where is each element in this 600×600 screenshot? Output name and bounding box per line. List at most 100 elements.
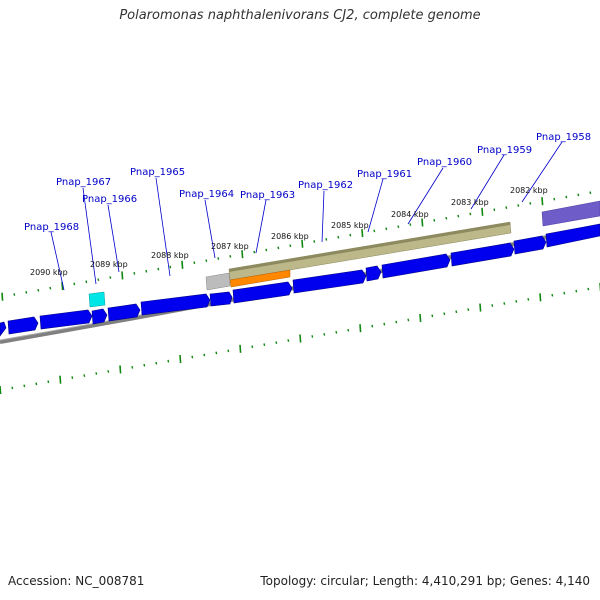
gene-label[interactable]: Pnap_1959 bbox=[477, 145, 532, 156]
kbp-label: 2084 kbp bbox=[391, 210, 429, 219]
minor-tick bbox=[457, 214, 460, 218]
major-tick bbox=[539, 293, 542, 302]
gene-arrow[interactable] bbox=[450, 242, 515, 267]
minor-tick bbox=[373, 229, 376, 233]
minor-tick bbox=[335, 330, 338, 334]
minor-tick bbox=[491, 304, 494, 307]
major-tick bbox=[181, 260, 184, 269]
kbp-label: 2082 kbp bbox=[510, 186, 548, 195]
genome-summary-label: Topology: circular; Length: 4,410,291 bp… bbox=[260, 574, 590, 588]
minor-tick bbox=[157, 267, 160, 271]
minor-tick bbox=[217, 257, 220, 260]
minor-tick bbox=[385, 227, 388, 231]
inner-tick-ruler bbox=[0, 283, 600, 395]
minor-tick bbox=[83, 374, 86, 377]
kbp-label: 2089 kbp bbox=[90, 260, 128, 269]
feature-purple-bar bbox=[541, 200, 600, 227]
gene-label[interactable]: Pnap_1968 bbox=[24, 222, 79, 233]
gene-arrow[interactable] bbox=[232, 281, 293, 304]
leader-line bbox=[107, 204, 120, 273]
gene-arrow[interactable] bbox=[545, 223, 600, 248]
leader-line bbox=[155, 177, 171, 277]
major-tick bbox=[361, 228, 364, 238]
feature-cyan-bar bbox=[88, 291, 106, 308]
minor-tick bbox=[107, 370, 110, 373]
minor-tick bbox=[85, 280, 88, 284]
leader-line bbox=[50, 231, 65, 291]
minor-tick bbox=[455, 310, 458, 314]
gene-arrow[interactable] bbox=[0, 321, 7, 337]
minor-tick bbox=[551, 293, 554, 297]
minor-tick bbox=[215, 351, 218, 355]
gene-arrow[interactable] bbox=[365, 265, 382, 282]
minor-tick bbox=[143, 363, 146, 367]
gene-arrow[interactable] bbox=[39, 309, 93, 330]
gene-label[interactable]: Pnap_1962 bbox=[298, 180, 353, 191]
kbp-label: 2085 kbp bbox=[331, 221, 369, 230]
major-tick bbox=[359, 324, 362, 333]
gene-arrow[interactable] bbox=[209, 291, 233, 307]
major-tick bbox=[479, 303, 482, 312]
gene-labels: Pnap_1968 Pnap_1967 Pnap_1966 Pnap_1965 … bbox=[24, 132, 591, 233]
minor-tick bbox=[575, 289, 578, 293]
gene-arrow[interactable] bbox=[107, 303, 141, 322]
minor-tick bbox=[347, 328, 350, 332]
minor-tick bbox=[191, 355, 194, 359]
kbp-label: 2083 kbp bbox=[451, 198, 489, 207]
minor-tick bbox=[25, 291, 28, 294]
minor-tick bbox=[409, 223, 412, 226]
minor-tick bbox=[275, 341, 278, 344]
minor-tick bbox=[277, 246, 280, 250]
minor-tick bbox=[445, 216, 448, 220]
minor-tick bbox=[577, 193, 580, 197]
leader-line bbox=[255, 199, 267, 254]
major-tick bbox=[241, 250, 244, 259]
minor-tick bbox=[73, 282, 76, 286]
minor-tick bbox=[589, 191, 592, 195]
major-tick bbox=[179, 355, 182, 364]
leader-line bbox=[521, 141, 563, 203]
minor-tick bbox=[229, 254, 232, 258]
minor-tick bbox=[167, 359, 170, 363]
gene-arrow[interactable] bbox=[292, 269, 367, 294]
minor-tick bbox=[565, 195, 568, 199]
gene-arrow[interactable] bbox=[381, 253, 451, 279]
gene-arrow[interactable] bbox=[140, 293, 211, 316]
gene-label[interactable]: Pnap_1964 bbox=[179, 189, 234, 200]
minor-tick bbox=[397, 225, 400, 229]
minor-tick bbox=[323, 333, 326, 336]
major-tick bbox=[239, 344, 242, 353]
minor-tick bbox=[515, 300, 518, 303]
gene-label[interactable]: Pnap_1958 bbox=[536, 132, 591, 143]
gene-label[interactable]: Pnap_1966 bbox=[82, 194, 137, 205]
minor-tick bbox=[505, 206, 508, 209]
label-leader-lines bbox=[50, 141, 563, 291]
minor-tick bbox=[493, 208, 496, 212]
gene-arrow[interactable] bbox=[91, 308, 108, 325]
gene-arrow[interactable] bbox=[7, 316, 39, 335]
gene-label[interactable]: Pnap_1963 bbox=[240, 190, 295, 201]
leader-line bbox=[367, 178, 384, 233]
gene-label[interactable]: Pnap_1960 bbox=[417, 157, 472, 168]
gene-label[interactable]: Pnap_1961 bbox=[357, 169, 412, 180]
minor-tick bbox=[227, 349, 230, 353]
outer-tick-ruler bbox=[1, 191, 592, 301]
minor-tick bbox=[433, 218, 436, 222]
accession-label: Accession: NC_008781 bbox=[8, 574, 145, 588]
minor-tick bbox=[169, 265, 172, 269]
minor-tick bbox=[133, 271, 136, 275]
minor-tick bbox=[97, 278, 100, 282]
major-tick bbox=[299, 334, 302, 343]
minor-tick bbox=[193, 261, 196, 265]
leader-line bbox=[470, 154, 505, 210]
gene-arrow[interactable] bbox=[513, 235, 547, 255]
minor-tick bbox=[131, 365, 134, 369]
major-tick bbox=[301, 239, 304, 248]
minor-tick bbox=[287, 339, 290, 342]
major-tick bbox=[1, 292, 4, 301]
gene-label[interactable]: Pnap_1965 bbox=[130, 167, 185, 178]
gene-label[interactable]: Pnap_1967 bbox=[56, 177, 111, 188]
map-title: Polaromonas naphthalenivorans CJ2, compl… bbox=[119, 8, 481, 23]
leader-line bbox=[321, 190, 325, 243]
